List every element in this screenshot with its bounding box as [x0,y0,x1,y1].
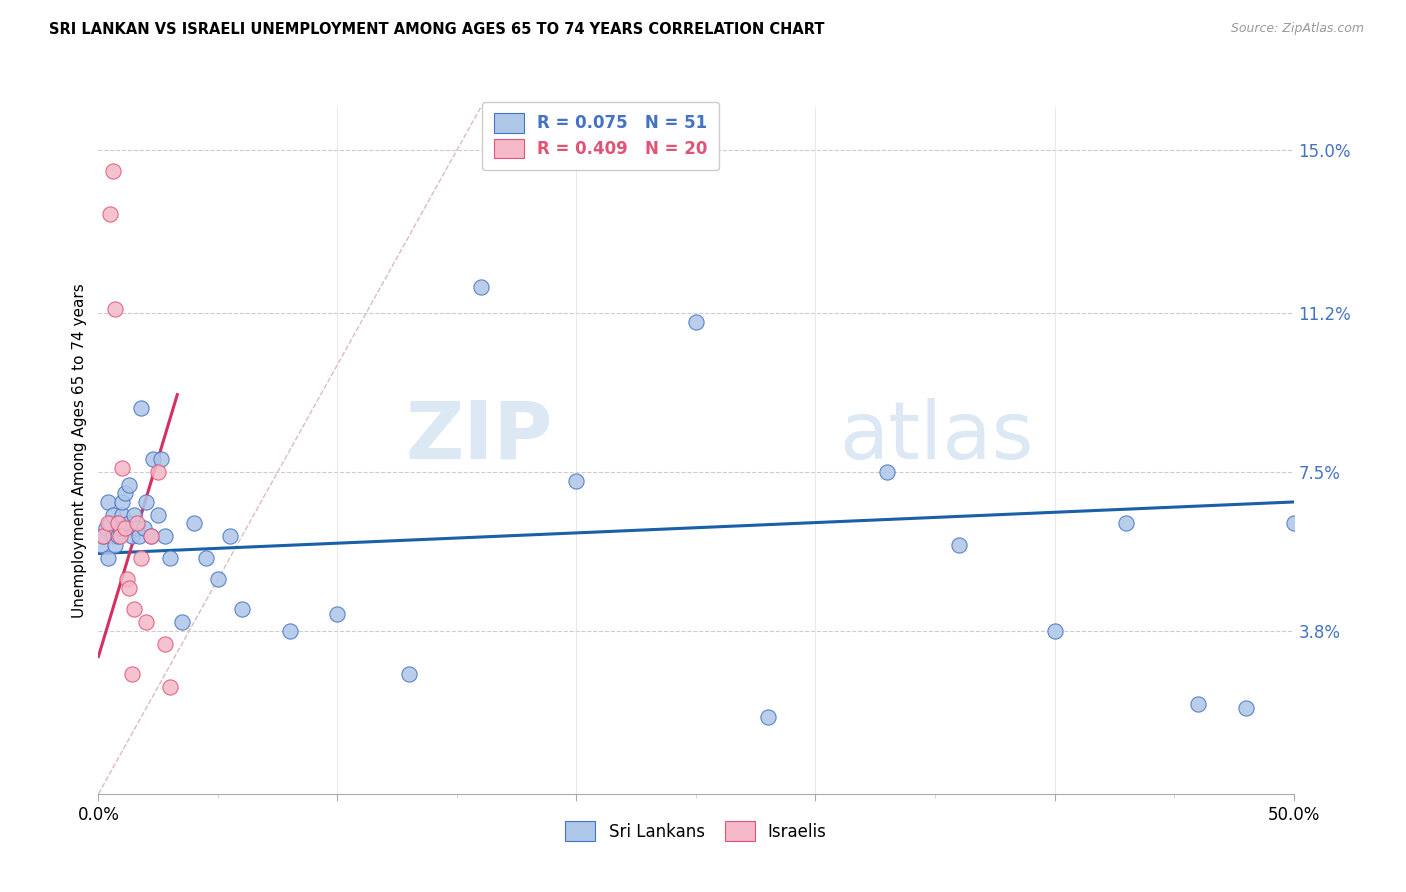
Point [231,602,253,616]
Point [91,529,114,543]
Point [219,529,242,543]
Point [111,460,134,475]
Point [172,615,194,630]
Point [1115,516,1137,531]
Point [326,607,349,621]
Text: atlas: atlas [839,398,1033,475]
Point [148,465,170,479]
Point [149,452,172,467]
Point [125,521,148,535]
Point [114,486,136,500]
Point [115,572,138,586]
Point [107,516,129,531]
Point [1234,701,1257,715]
Point [131,401,153,415]
Point [135,495,157,509]
Point [195,550,218,565]
Point [104,538,127,552]
Point [128,529,150,543]
Point [135,615,157,630]
Point [118,581,141,595]
Point [398,666,420,681]
Text: Source: ZipAtlas.com: Source: ZipAtlas.com [1230,22,1364,36]
Point [97,550,120,565]
Point [108,521,131,535]
Point [159,680,181,694]
Point [115,521,138,535]
Point [1043,624,1066,638]
Point [125,516,148,531]
Point [470,280,492,294]
Point [124,508,146,522]
Point [685,315,707,329]
Point [107,516,129,531]
Point [94,521,117,535]
Point [101,508,124,522]
Y-axis label: Unemployment Among Ages 65 to 74 years: Unemployment Among Ages 65 to 74 years [72,283,87,618]
Point [101,164,124,178]
Point [118,478,141,492]
Point [121,529,143,543]
Point [159,550,181,565]
Point [183,516,205,531]
Point [155,529,177,543]
Point [948,538,970,552]
Point [98,207,122,221]
Point [139,529,162,543]
Point [142,452,165,467]
Point [124,602,146,616]
Point [121,666,143,681]
Text: ZIP: ZIP [405,398,553,475]
Point [108,529,131,543]
Point [207,572,229,586]
Point [155,637,177,651]
Point [278,624,301,638]
Point [114,521,136,535]
Point [1187,697,1209,711]
Point [97,516,120,531]
Point [98,516,122,531]
Point [148,508,170,522]
Point [101,529,124,543]
Point [97,495,120,509]
Point [876,465,898,479]
Point [90,538,112,552]
Point [118,516,141,531]
Point [107,529,129,543]
Point [565,474,588,488]
Text: SRI LANKAN VS ISRAELI UNEMPLOYMENT AMONG AGES 65 TO 74 YEARS CORRELATION CHART: SRI LANKAN VS ISRAELI UNEMPLOYMENT AMONG… [49,22,825,37]
Point [111,495,134,509]
Point [91,529,114,543]
Point [131,550,153,565]
Legend: Sri Lankans, Israelis: Sri Lankans, Israelis [558,814,834,847]
Point [1282,516,1305,531]
Point [132,521,155,535]
Point [111,508,134,522]
Point [756,709,779,723]
Point [139,529,162,543]
Point [104,301,127,316]
